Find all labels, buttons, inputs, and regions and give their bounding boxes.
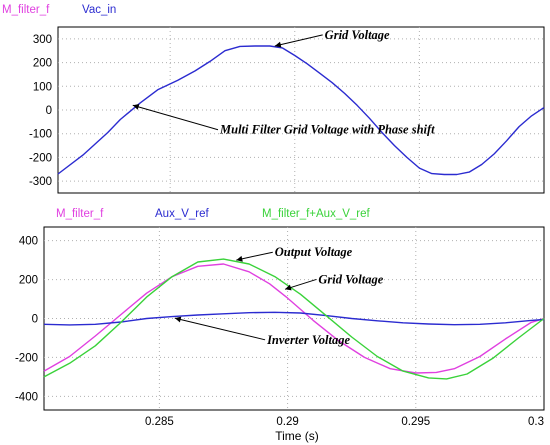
annotation-arrowhead: [285, 284, 292, 291]
bottom-legend: M_filter_f Aux_V_ref M_filter_f+Aux_V_ref: [56, 208, 371, 220]
top-annotations: Grid Voltage Multi Filter Grid Voltage wi…: [132, 28, 435, 137]
bottom-panel: 400 200 0 -200 -400 0.285 0.29 0.295 0.3 Output…: [15, 208, 545, 428]
y-tick-label: -400: [15, 391, 38, 403]
legend-entry: Vac_in: [82, 4, 116, 16]
bottom-x-ticks: 0.285 0.29 0.295 0.3: [145, 416, 544, 428]
annotation-arrowhead: [174, 316, 182, 323]
y-tick-label: 0: [32, 314, 38, 326]
annotation-arrowhead: [236, 255, 243, 262]
series-line-vac-in: [57, 45, 545, 176]
legend-entry: M_filter_f: [2, 4, 50, 16]
x-tick-label: 0.29: [276, 416, 298, 428]
legend-entry: M_filter_f+Aux_V_ref: [262, 208, 371, 220]
top-grid: [58, 27, 544, 193]
top-legend: M_filter_f Vac_in: [2, 4, 116, 16]
series-line-m-filter-f-aux-v-ref: [43, 258, 545, 380]
annotation-label: Multi Filter Grid Voltage with Phase shi…: [219, 123, 435, 137]
y-tick-label: -100: [29, 129, 52, 141]
x-tick-label: 0.3: [528, 416, 544, 428]
annotation-arrowhead: [274, 41, 282, 48]
y-tick-label: -200: [29, 152, 52, 164]
series-line-aux-v-ref: [43, 311, 545, 326]
bottom-y-ticks: 400 200 0 -200 -400: [15, 236, 38, 404]
bottom-grid: [44, 227, 544, 410]
annotation-arrowhead: [132, 104, 140, 110]
y-tick-label: 100: [33, 81, 52, 93]
y-tick-label: 200: [33, 58, 52, 70]
x-tick-label: 0.295: [401, 416, 430, 428]
y-tick-label: -300: [29, 176, 52, 188]
annotation-label: Inverter Voltage: [266, 333, 350, 347]
annotation-arrow: [236, 251, 273, 261]
y-tick-label: 0: [46, 105, 52, 117]
x-axis-label: Time (s): [275, 429, 319, 443]
annotation-label: Output Voltage: [275, 245, 353, 259]
y-tick-label: 300: [33, 34, 52, 46]
legend-entry: M_filter_f: [56, 208, 104, 220]
annotation-label: Grid Voltage: [318, 272, 383, 286]
bottom-annotations: Output Voltage Grid Voltage Inverter Volta…: [174, 245, 384, 347]
top-series: [57, 45, 545, 176]
annotation-arrow: [174, 317, 266, 341]
y-tick-label: 200: [19, 275, 38, 287]
x-tick-label: 0.285: [145, 416, 174, 428]
legend-entry: Aux_V_ref: [155, 208, 210, 220]
y-tick-label: 400: [19, 236, 38, 248]
annotation-arrow: [132, 104, 219, 131]
top-y-ticks: 300 200 100 0 -100 -200 -300: [29, 34, 52, 188]
y-tick-label: -200: [15, 352, 38, 364]
annotation-arrow: [274, 34, 323, 47]
top-panel: 300 200 100 0 -100 -200 -300 Grid Voltage Multi…: [2, 4, 545, 194]
series-line-m-filter-f: [43, 263, 545, 374]
bottom-series: [43, 258, 545, 380]
annotation-label: Grid Voltage: [325, 28, 390, 42]
